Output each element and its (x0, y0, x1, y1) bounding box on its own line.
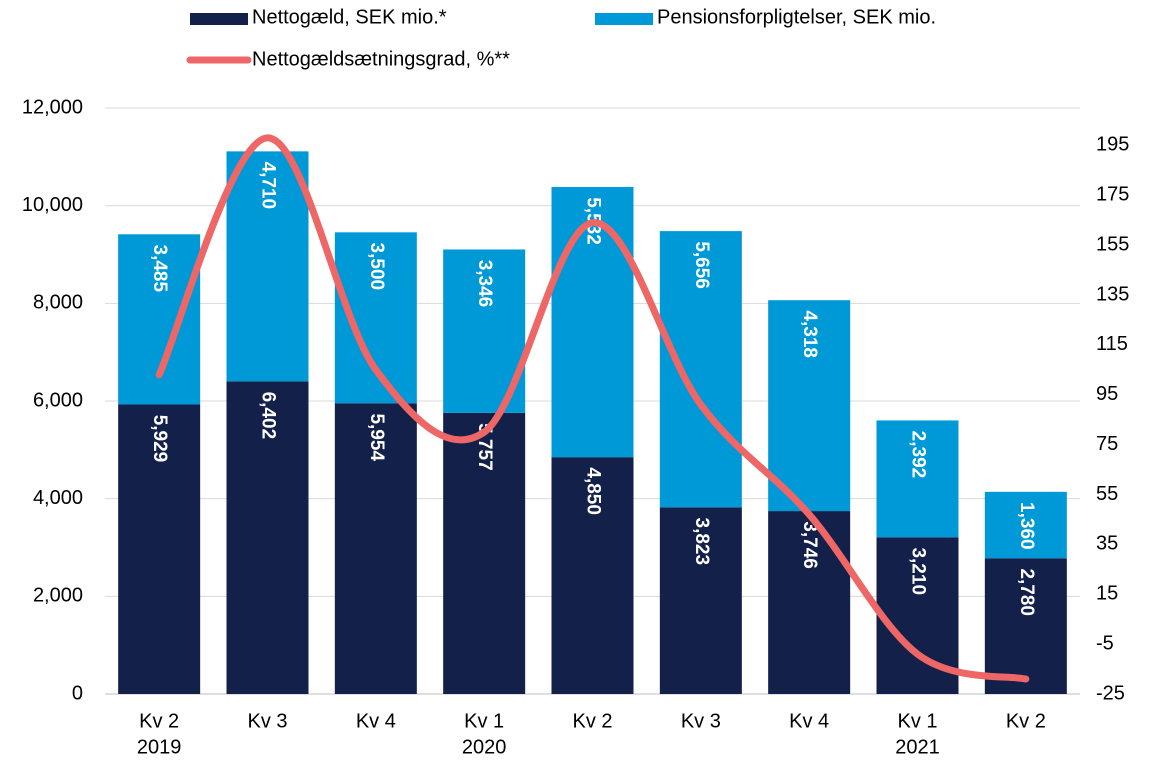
y2-tick-label: 155 (1096, 233, 1129, 255)
value-label: 5,954 (366, 413, 387, 461)
x-tick-label: 2020 (462, 736, 507, 758)
bar-segment (551, 187, 634, 458)
value-label: 2,780 (1016, 568, 1037, 616)
bar-segment (984, 491, 1067, 559)
value-label: 4,710 (257, 162, 278, 210)
value-label: 2,392 (907, 431, 928, 479)
y2-tick-label: 135 (1096, 283, 1129, 305)
legend-label: Pensionsforpligtelser, SEK mio. (657, 6, 936, 28)
value-label: 3,485 (149, 245, 170, 293)
y-tick-label: 12,000 (22, 96, 83, 118)
value-label: 4,318 (799, 310, 820, 358)
bar-segment (118, 404, 201, 694)
value-label: 3,823 (691, 518, 712, 566)
value-label: 3,746 (799, 521, 820, 569)
x-tick-label: Kv 2 (1006, 710, 1046, 732)
y2-tick-label: 55 (1096, 483, 1118, 505)
y2-tick-label: -25 (1096, 682, 1125, 704)
y2-tick-label: 195 (1096, 134, 1129, 156)
legend-swatch (190, 13, 248, 25)
value-label: 5,656 (691, 241, 712, 289)
x-tick-label: Kv 2 (139, 710, 179, 732)
legend-swatch (595, 13, 653, 25)
value-label: 5,929 (149, 415, 170, 463)
x-tick-label: Kv 1 (897, 710, 937, 732)
x-tick-label: 2021 (895, 736, 940, 758)
legend-label: Nettogældsætningsgrad, %** (252, 48, 510, 70)
bar-segment (984, 558, 1067, 694)
value-label: 3,500 (366, 243, 387, 291)
x-tick-label: Kv 4 (789, 710, 829, 732)
bar-segment (768, 511, 851, 694)
y-tick-label: 2,000 (33, 585, 83, 607)
value-label: 4,850 (582, 467, 603, 515)
y-tick-label: 10,000 (22, 194, 83, 216)
bar-segment (768, 300, 851, 512)
y-tick-label: 0 (72, 682, 83, 704)
x-tick-label: Kv 1 (464, 710, 504, 732)
legend-label: Nettogæld, SEK mio.* (252, 6, 447, 28)
bar-segment (551, 457, 634, 694)
y-tick-label: 4,000 (33, 487, 83, 509)
y2-tick-label: -5 (1096, 632, 1114, 654)
x-tick-label: Kv 3 (681, 710, 721, 732)
bar-segment (659, 507, 742, 694)
value-label: 3,346 (474, 260, 495, 308)
x-tick-label: Kv 2 (572, 710, 612, 732)
bar-segment (226, 151, 309, 382)
bar-segment (226, 381, 309, 694)
x-tick-label: 2019 (137, 736, 182, 758)
bar-segment (876, 420, 959, 538)
x-tick-label: Kv 4 (356, 710, 396, 732)
y-tick-label: 6,000 (33, 389, 83, 411)
value-label: 3,210 (907, 547, 928, 595)
bar-segment (659, 231, 742, 508)
y2-tick-label: 175 (1096, 184, 1129, 206)
y2-tick-label: 95 (1096, 383, 1118, 405)
y2-tick-label: 75 (1096, 433, 1118, 455)
line-series (155, 134, 1030, 683)
bar-segment (334, 403, 417, 694)
y2-tick-label: 15 (1096, 583, 1118, 605)
bar-segment (443, 412, 526, 694)
y-tick-label: 8,000 (33, 292, 83, 314)
x-tick-label: Kv 3 (247, 710, 287, 732)
y2-tick-label: 115 (1096, 333, 1128, 355)
y2-tick-label: 35 (1096, 533, 1118, 555)
value-label: 6,402 (257, 392, 278, 440)
value-label: 1,360 (1016, 502, 1037, 550)
